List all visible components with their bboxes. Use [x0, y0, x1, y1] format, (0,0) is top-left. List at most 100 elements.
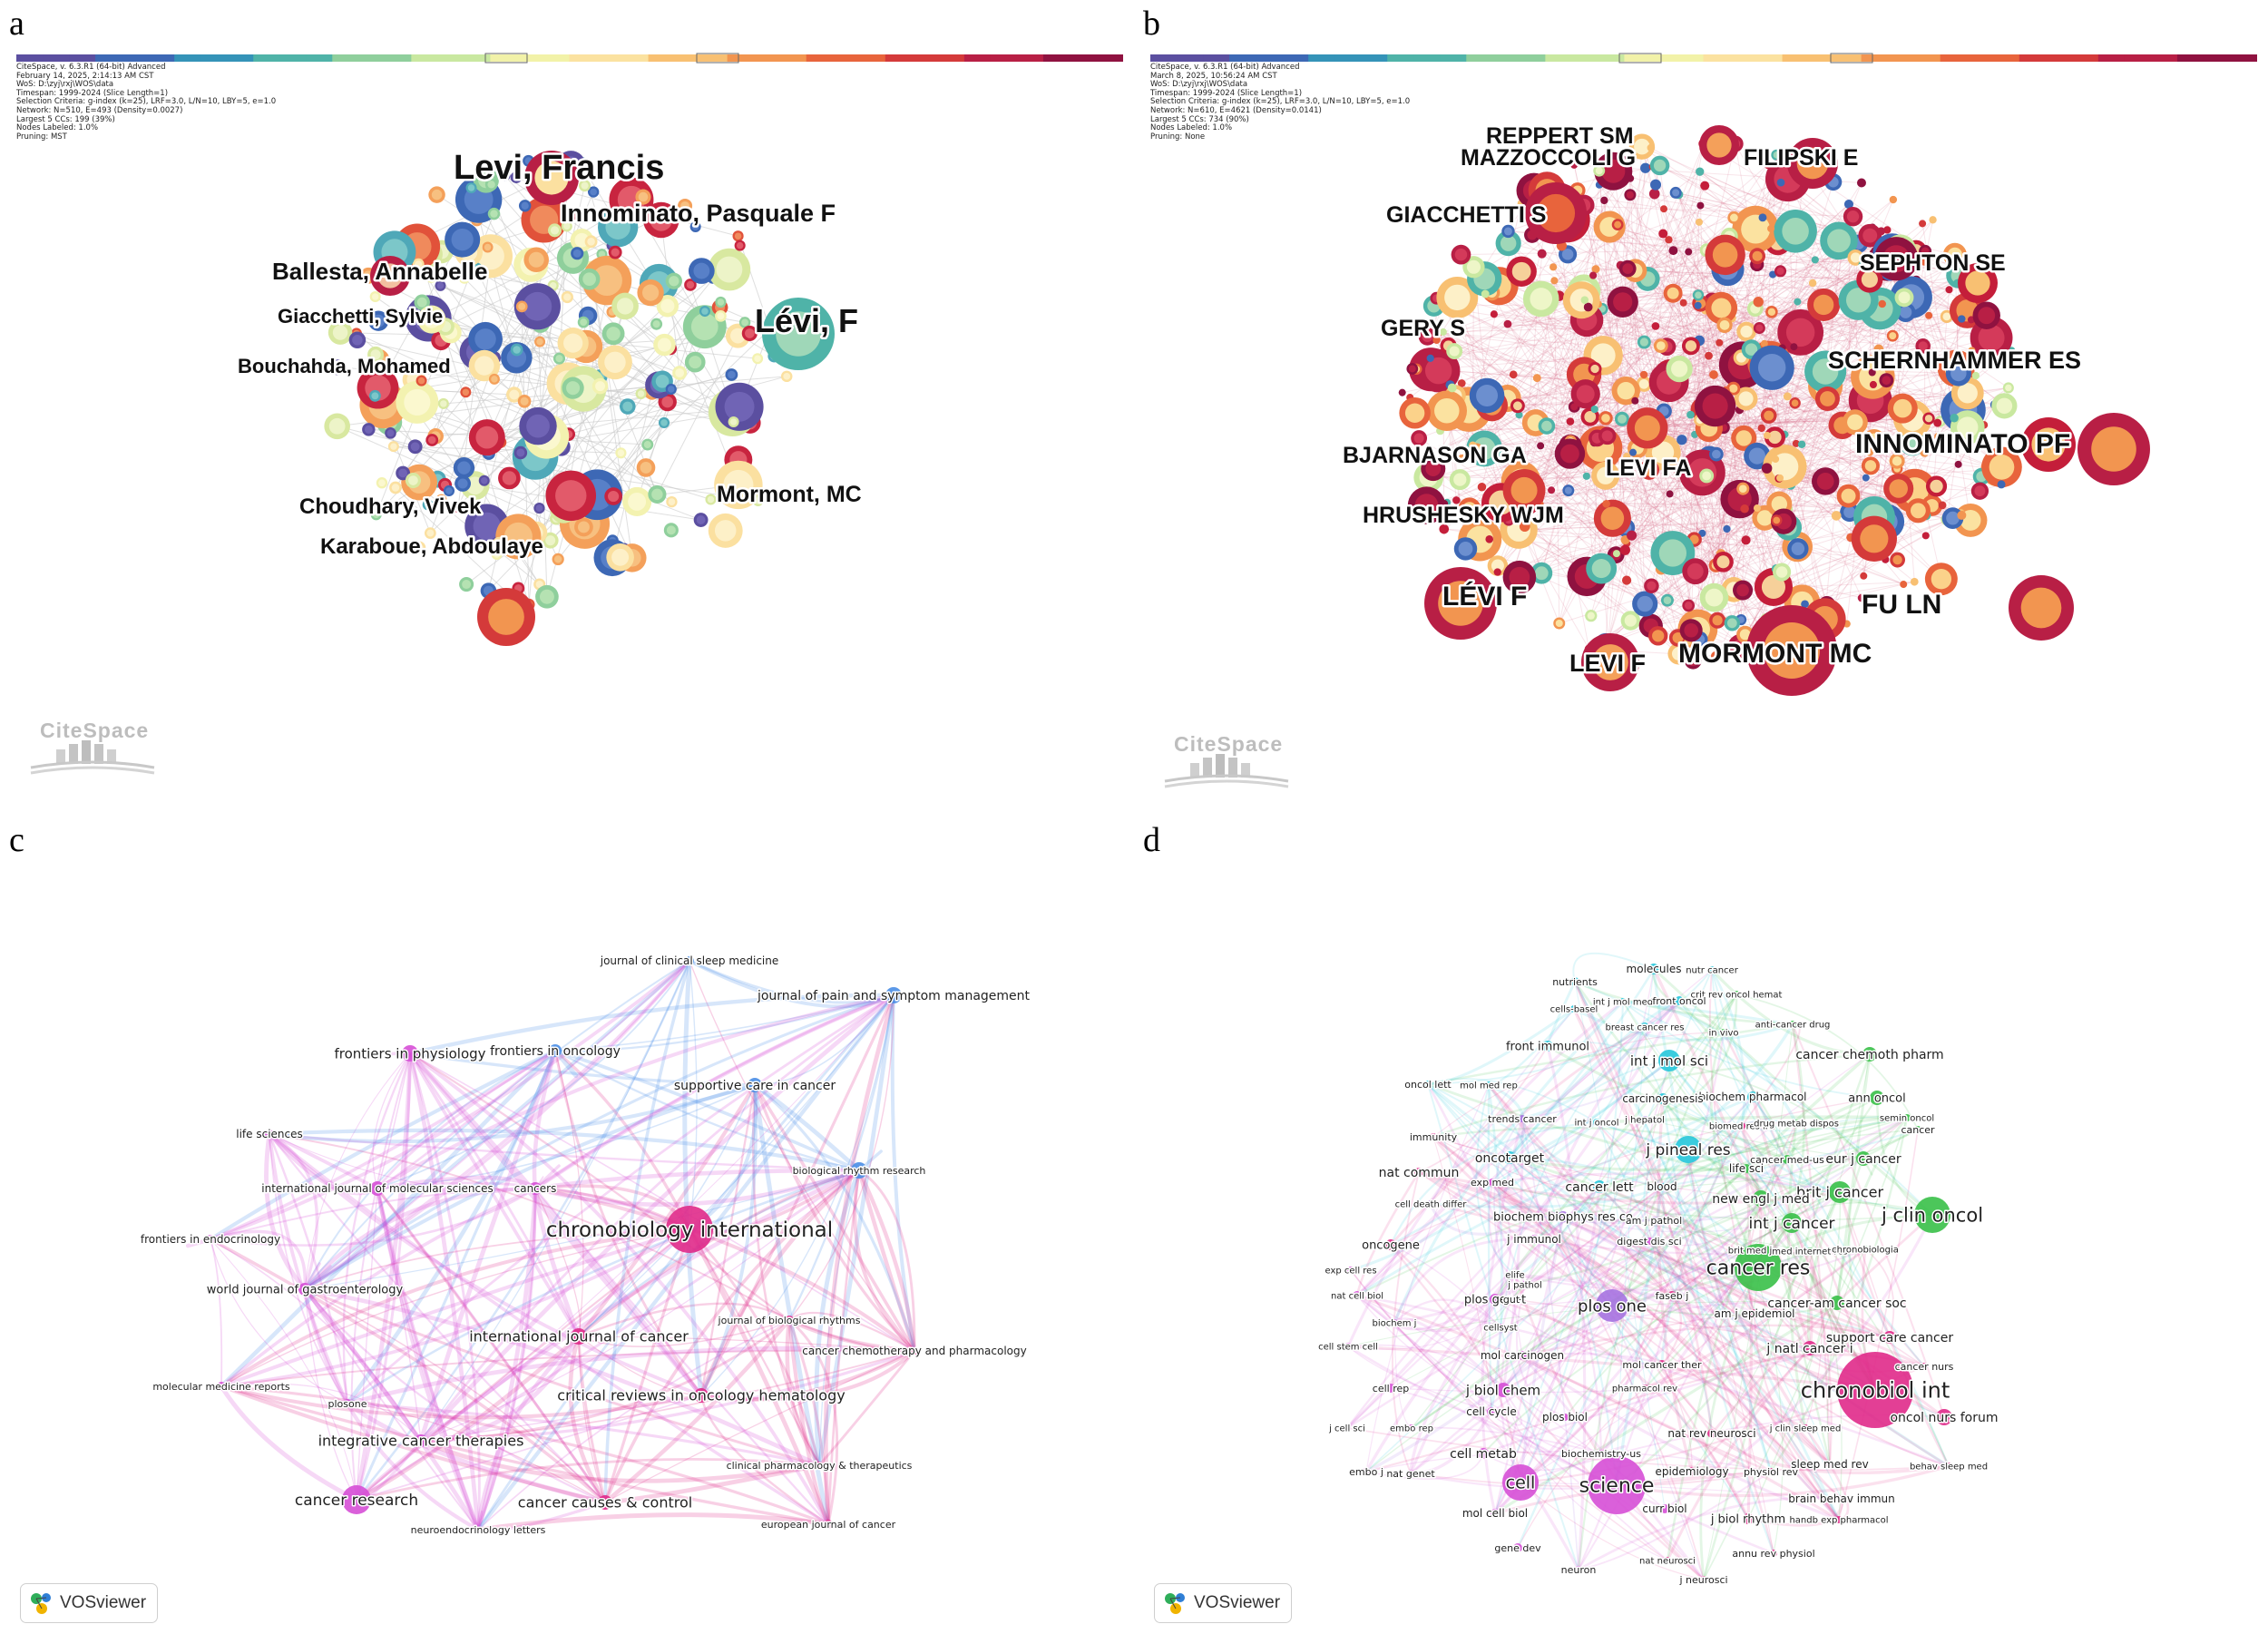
network-node	[1860, 572, 1868, 580]
network-edge	[1741, 1125, 1925, 1367]
node-label-halo: international journal of molecular scien…	[261, 1182, 493, 1195]
node-label: clinical pharmacology & therapeutics	[727, 1460, 913, 1472]
network-edge	[687, 1228, 831, 1525]
timeline-segment	[2045, 54, 2073, 62]
network-node	[1685, 248, 1693, 256]
network-node-core	[391, 484, 400, 492]
network-edge	[534, 1168, 860, 1208]
network-edge	[1489, 465, 1872, 540]
network-node-core	[1509, 566, 1530, 588]
network-edge	[220, 1384, 702, 1420]
network-node-core	[754, 496, 762, 504]
timeline-segment	[700, 54, 728, 62]
node-label-halo: journal of biological rhythms	[718, 1315, 861, 1326]
node-label: international journal of molecular scien…	[261, 1182, 493, 1195]
network-edge	[1509, 1157, 1891, 1338]
meta-line: Pruning: None	[1150, 132, 1206, 142]
node-label-halo: world journal of gastroenterology	[207, 1284, 404, 1297]
network-node-core	[1729, 213, 1738, 222]
timeline-segment	[1729, 54, 1757, 62]
timeline-segment	[1940, 54, 1968, 62]
network-node	[1521, 1281, 1529, 1288]
node-label-halo: nat rev neurosci	[1667, 1427, 1755, 1440]
network-node	[1837, 1352, 1913, 1428]
network-node	[1686, 410, 1695, 419]
node-label: nutrients	[1552, 976, 1598, 988]
timeline-segment	[358, 54, 386, 62]
network-edge	[1546, 1045, 1587, 1570]
network-node	[1570, 977, 1579, 986]
network-node	[1830, 1296, 1844, 1310]
network-edge	[1573, 981, 1775, 1554]
network-edge	[1475, 1084, 1516, 1276]
network-node-core	[451, 229, 474, 251]
network-node-core	[1530, 288, 1553, 310]
network-node	[1496, 1383, 1510, 1397]
network-node-core	[1458, 542, 1473, 556]
network-edge	[1559, 165, 1661, 624]
network-edge	[1409, 1274, 1517, 1474]
node-label-halo: elife	[1505, 1271, 1524, 1281]
network-edge	[1574, 981, 1933, 1216]
network-node-core	[370, 349, 381, 360]
network-edge	[418, 1050, 558, 1442]
network-node	[1583, 302, 1593, 312]
node-label-halo: Choudhary, Vivek	[299, 494, 482, 519]
network-node-core	[2005, 384, 2012, 392]
network-node-core	[427, 273, 435, 281]
network-node	[1950, 414, 1959, 423]
network-node-core	[436, 282, 445, 289]
network-edge	[1520, 227, 1873, 482]
network-node-core	[328, 417, 346, 435]
network-edge	[376, 1188, 422, 1442]
network-edge	[1603, 200, 1628, 544]
network-edge	[268, 1132, 702, 1397]
network-edge	[1808, 1250, 1945, 1419]
network-node-core	[415, 260, 423, 269]
network-node-core	[1947, 247, 1962, 262]
network-node-core	[717, 298, 725, 306]
citespace-logo: CiteSpace	[29, 717, 156, 780]
node-label: j clin oncol	[1881, 1204, 1983, 1226]
network-edge	[1578, 1249, 1751, 1570]
timeline-segment	[1834, 54, 1862, 62]
network-node	[1761, 463, 1773, 474]
node-label: new engl j med	[1712, 1192, 1810, 1207]
network-edge	[1427, 1007, 1575, 1086]
network-node-core	[462, 580, 472, 590]
network-edge	[1540, 252, 1893, 446]
timeline-segment	[1042, 54, 1070, 62]
network-node-core	[380, 362, 387, 369]
meta-line: Timespan: 1999-2024 (Slice Length=1)	[1150, 88, 1303, 98]
network-node-core	[410, 442, 420, 452]
network-node	[1933, 418, 1942, 427]
network-edge	[1627, 268, 1742, 648]
network-edge	[355, 1052, 412, 1501]
network-node	[1914, 1126, 1921, 1133]
network-edge	[1661, 1267, 1759, 1365]
node-label: cell cycle	[1466, 1405, 1516, 1418]
network-edge	[1632, 452, 1769, 639]
node-label-halo: j clin oncol	[1881, 1204, 1983, 1226]
network-node-core	[526, 414, 550, 438]
network-node-core	[1767, 308, 1776, 317]
node-label-halo: ann oncol	[1848, 1092, 1905, 1106]
network-edge	[1533, 1238, 1866, 1256]
network-node-core	[1719, 319, 1730, 330]
network-edge	[1564, 1191, 1841, 1418]
network-edge	[303, 959, 691, 1291]
timeline-marker	[1618, 53, 1662, 64]
network-edge	[534, 1188, 582, 1337]
node-label: life sci	[1729, 1162, 1764, 1175]
network-edge	[1439, 332, 1995, 406]
node-label: cells-basel	[1550, 1005, 1598, 1015]
network-edge	[408, 1052, 581, 1337]
network-node-core	[535, 580, 543, 589]
network-edge	[1356, 969, 1713, 1296]
vosviewer-logo: VOSviewer	[20, 1583, 158, 1623]
network-edge	[376, 1188, 480, 1531]
network-node	[1883, 226, 1892, 234]
